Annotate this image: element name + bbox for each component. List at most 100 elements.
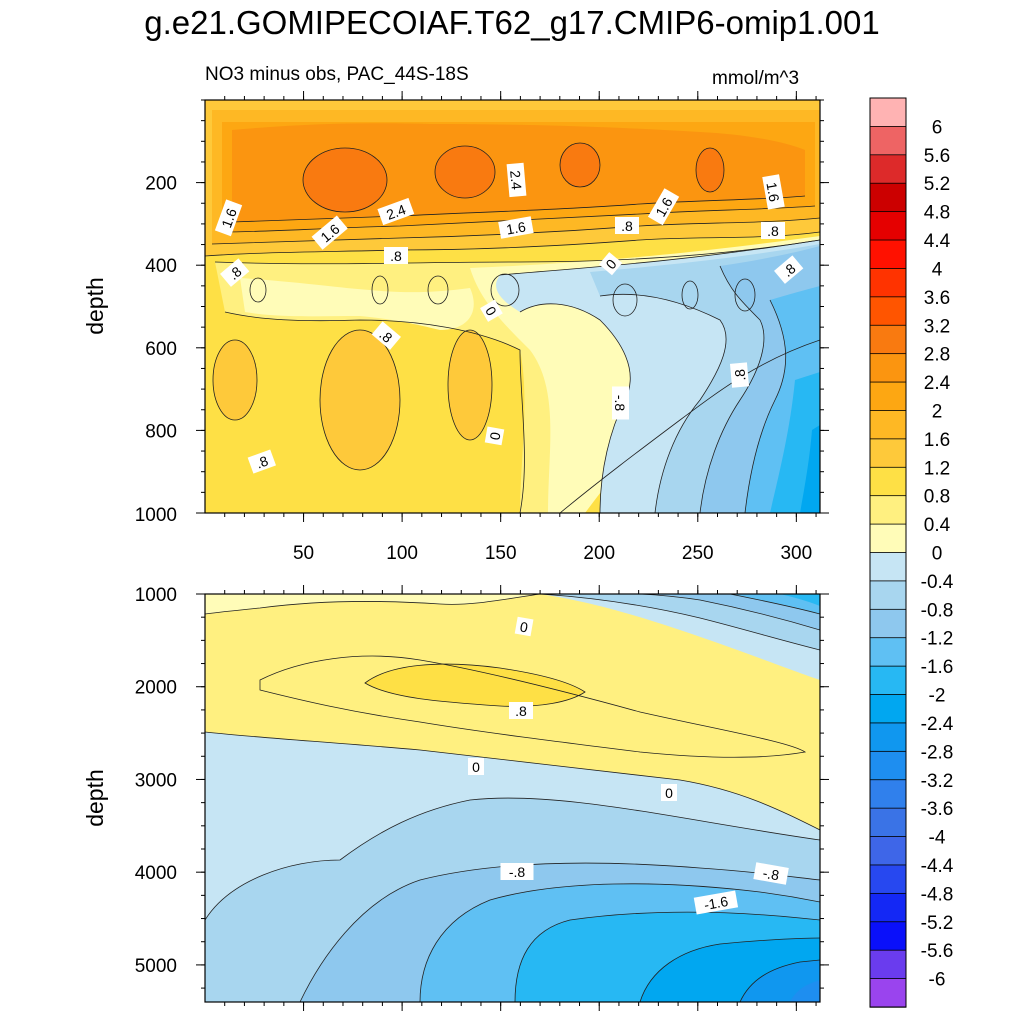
- contour-label-text: 2.4: [384, 201, 408, 223]
- contour-label: .8: [761, 222, 785, 239]
- colorbar-label: -5.2: [921, 913, 954, 934]
- subtitle: NO3 minus obs, PAC_44S-18S: [205, 64, 469, 85]
- upper-max-c: [560, 143, 600, 187]
- x-tick-label: 200: [583, 543, 615, 564]
- contour-label-text: .8: [621, 218, 633, 234]
- colorbar-swatch: [869, 154, 907, 184]
- colorbar-swatch: [869, 239, 907, 270]
- colorbar-swatch: [869, 779, 907, 809]
- contour-label: .8: [729, 362, 750, 388]
- y-tick-label: 4000: [135, 863, 177, 884]
- y-tick-label: 600: [145, 339, 177, 360]
- colorbar: 6 5.6 5.2 4.8 4.4 4 3.6 3.2 2.8 2.4 2 1.6 1.2 0.8 0.4 0…: [869, 97, 954, 1008]
- colorbar-swatch: [869, 580, 907, 611]
- contour-label-bg: [615, 217, 639, 234]
- contour-label: 0: [484, 426, 505, 446]
- colorbar-label: 4.8: [924, 203, 950, 224]
- colorbar-swatch: [869, 126, 907, 156]
- contour-label: -.8: [753, 862, 789, 885]
- contour-label: 1.6: [214, 199, 243, 237]
- x-tick-label: 100: [386, 543, 418, 564]
- contour-label-text: 2.4: [507, 170, 525, 191]
- contour-label: 0: [480, 299, 503, 322]
- contour-label-text: .8: [254, 452, 271, 471]
- contour-label-text: 1.6: [218, 206, 240, 230]
- contour-label-bg: [506, 162, 527, 198]
- colorbar-swatch: [869, 182, 907, 213]
- contour-label: .8: [220, 258, 250, 287]
- contour-label: .8: [371, 321, 401, 350]
- colorbar-swatch: [869, 608, 907, 639]
- colorbar-label: 1.2: [924, 458, 950, 479]
- colorbar-swatch: [869, 353, 907, 383]
- contour-label: .8: [509, 702, 533, 719]
- colorbar-label: -4.4: [921, 856, 954, 877]
- contour-label-text: .8: [767, 223, 779, 239]
- colorbar-label: 5.2: [924, 174, 950, 195]
- colorbar-swatch: [869, 864, 907, 895]
- lower-ticks: [196, 585, 829, 1011]
- lower-y-axis-label: depth: [82, 769, 108, 827]
- colorbar-label: -2: [929, 686, 946, 707]
- upper-y-axis-label: depth: [82, 277, 108, 335]
- y-tick-label: 2000: [135, 678, 177, 699]
- contour-label-text: 1.6: [763, 181, 782, 203]
- colorbar-swatch: [869, 750, 907, 781]
- colorbar-label: -3.6: [921, 799, 954, 820]
- colorbar-swatch: [869, 722, 907, 753]
- contour-label-bg: [500, 863, 534, 880]
- colorbar-label: 0.8: [924, 487, 950, 508]
- colorbar-swatch: [869, 921, 907, 951]
- contour-label: .8: [247, 449, 277, 474]
- colorbar-label: -5.6: [921, 941, 954, 962]
- colorbar-label: 4.4: [924, 231, 951, 252]
- contour-label: 1.6: [762, 174, 785, 210]
- contour-label: -.8: [612, 386, 629, 420]
- colorbar-swatch: [869, 495, 907, 525]
- x-tick-label: 250: [682, 543, 714, 564]
- colorbar-swatch: [869, 211, 907, 241]
- colorbar-swatch: [869, 949, 907, 980]
- contour-label-text: 0: [472, 759, 480, 775]
- colorbar-swatch: [869, 637, 907, 667]
- upper-x-tick-labels: 50 100 150 200 250 300: [293, 543, 812, 564]
- colorbar-swatch: [869, 523, 907, 554]
- contour-label-bg: [509, 702, 533, 719]
- colorbar-swatch: [869, 296, 907, 326]
- contour-label: .8: [384, 247, 408, 264]
- colorbar-label: 0.4: [924, 515, 951, 536]
- colorbar-label: 1.6: [924, 430, 950, 451]
- colorbar-label: -4.8: [921, 884, 954, 905]
- contour-label-bg: [247, 449, 277, 474]
- contour-label-text: -.8: [762, 865, 781, 884]
- contour-label: 2.4: [377, 197, 415, 226]
- colorbar-swatch: [869, 892, 907, 923]
- colorbar-swatch: [869, 324, 907, 355]
- y-tick-label: 200: [145, 174, 177, 195]
- contour-label-bg: [612, 386, 629, 420]
- upper-contour-field: [205, 100, 820, 513]
- colorbar-label: -4: [929, 828, 946, 849]
- colorbar-label: -1.6: [921, 657, 954, 678]
- contour-label-text: -.8: [509, 864, 526, 880]
- contour-label: -.8: [500, 863, 534, 880]
- contour-label-bg: [729, 362, 750, 388]
- upper-max-b: [435, 146, 495, 198]
- colorbar-swatch: [869, 438, 907, 468]
- upper-mid-blob-b: [448, 330, 492, 440]
- contour-label-text: -.8: [612, 395, 628, 412]
- contour-label: -1.6: [693, 890, 739, 915]
- lower-band-0.8: [365, 664, 585, 707]
- contour-label-bg: [480, 299, 503, 322]
- contour-label-bg: [468, 758, 484, 775]
- contour-label-bg: [762, 174, 785, 210]
- colorbar-label: 0: [932, 544, 943, 565]
- contour-label-bg: [753, 862, 789, 885]
- contour-label-text: 1.6: [505, 218, 527, 237]
- colorbar-swatch: [869, 381, 907, 412]
- contour-label-bg: [371, 321, 401, 350]
- upper-band-0-a: [240, 278, 474, 330]
- colorbar-swatch: [869, 97, 907, 128]
- contour-label-bg: [384, 247, 408, 264]
